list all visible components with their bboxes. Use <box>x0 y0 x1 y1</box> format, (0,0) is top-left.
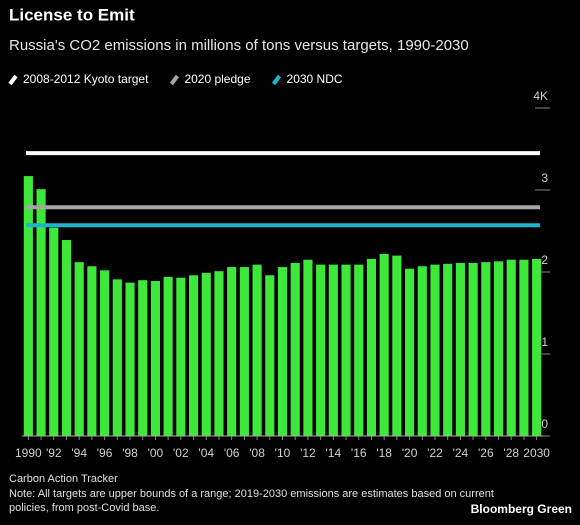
bar <box>112 279 122 436</box>
bar <box>36 189 46 436</box>
x-tick-label: 2030 <box>523 446 550 460</box>
note: Note: All targets are upper bounds of a … <box>9 488 494 500</box>
x-tick-label: '10 <box>275 446 291 460</box>
y-tick-label: 0 <box>541 417 548 431</box>
x-tick-label: '16 <box>351 446 367 460</box>
bar <box>239 267 249 436</box>
bar <box>404 268 415 436</box>
bar <box>23 176 33 436</box>
bar <box>277 267 288 436</box>
y-tick-label: 1 <box>541 335 548 349</box>
x-tick-label: '22 <box>427 446 443 460</box>
bar <box>455 262 465 436</box>
x-tick-label: '06 <box>224 446 240 460</box>
x-tick-label: '98 <box>122 446 138 460</box>
x-tick-label: '14 <box>326 446 342 460</box>
legend-label: 2008-2012 Kyoto target <box>23 72 149 86</box>
x-tick-label: 1990 <box>15 446 42 460</box>
x-tick-label: '26 <box>478 446 494 460</box>
chart-title: License to Emit <box>9 5 135 24</box>
x-tick-label: '20 <box>402 446 418 460</box>
brand: Bloomberg Green <box>471 502 572 516</box>
bar <box>100 270 110 436</box>
x-tick-label: '08 <box>249 446 265 460</box>
source: Carbon Action Tracker <box>9 473 118 485</box>
bar <box>506 259 516 436</box>
legend-swatch <box>169 74 180 86</box>
legend-swatch <box>271 74 282 86</box>
bar <box>49 227 59 436</box>
bar <box>74 262 84 436</box>
bar <box>201 272 211 436</box>
bar <box>417 266 427 436</box>
chart-subtitle: Russia's CO2 emissions in millions of to… <box>9 37 469 54</box>
bar <box>532 258 542 436</box>
bar <box>214 271 224 436</box>
bar <box>188 275 199 436</box>
x-tick-label: '94 <box>71 446 87 460</box>
bar <box>430 264 440 436</box>
legend-label: 2020 pledge <box>184 72 250 86</box>
bar <box>87 266 97 436</box>
x-tick-label: '92 <box>46 446 62 460</box>
bar <box>61 240 72 436</box>
bar <box>150 281 161 436</box>
bar <box>354 264 364 436</box>
bar <box>265 275 275 436</box>
y-tick-label: 3 <box>541 171 548 185</box>
bar <box>176 277 186 436</box>
bar <box>303 259 313 436</box>
legend-swatch <box>8 74 18 86</box>
legend-label: 2030 NDC <box>287 72 343 86</box>
x-tick-label: '12 <box>300 446 316 460</box>
x-tick-label: '18 <box>376 446 392 460</box>
x-tick-label: '96 <box>97 446 113 460</box>
note: policies, from post-Covid base. <box>9 502 159 514</box>
bar <box>163 276 173 436</box>
bar <box>481 262 491 436</box>
y-tick-label: 2 <box>541 253 548 267</box>
x-tick-label: '04 <box>198 446 214 460</box>
bar <box>252 264 262 436</box>
bar <box>227 267 237 436</box>
bar <box>316 264 326 436</box>
x-tick-label: '28 <box>503 446 519 460</box>
bar <box>366 258 377 436</box>
bar <box>468 262 478 436</box>
bar <box>392 255 402 436</box>
bar <box>290 262 300 436</box>
bar <box>493 261 504 436</box>
bar <box>328 264 338 436</box>
x-tick-label: '02 <box>173 446 189 460</box>
bar <box>341 264 351 436</box>
y-tick-label: 4K <box>533 89 548 103</box>
bar <box>443 263 453 436</box>
bar <box>138 280 148 436</box>
bar <box>519 259 529 436</box>
bar <box>125 282 135 436</box>
x-tick-label: '24 <box>453 446 469 460</box>
bar <box>379 253 389 436</box>
x-tick-label: '00 <box>148 446 164 460</box>
